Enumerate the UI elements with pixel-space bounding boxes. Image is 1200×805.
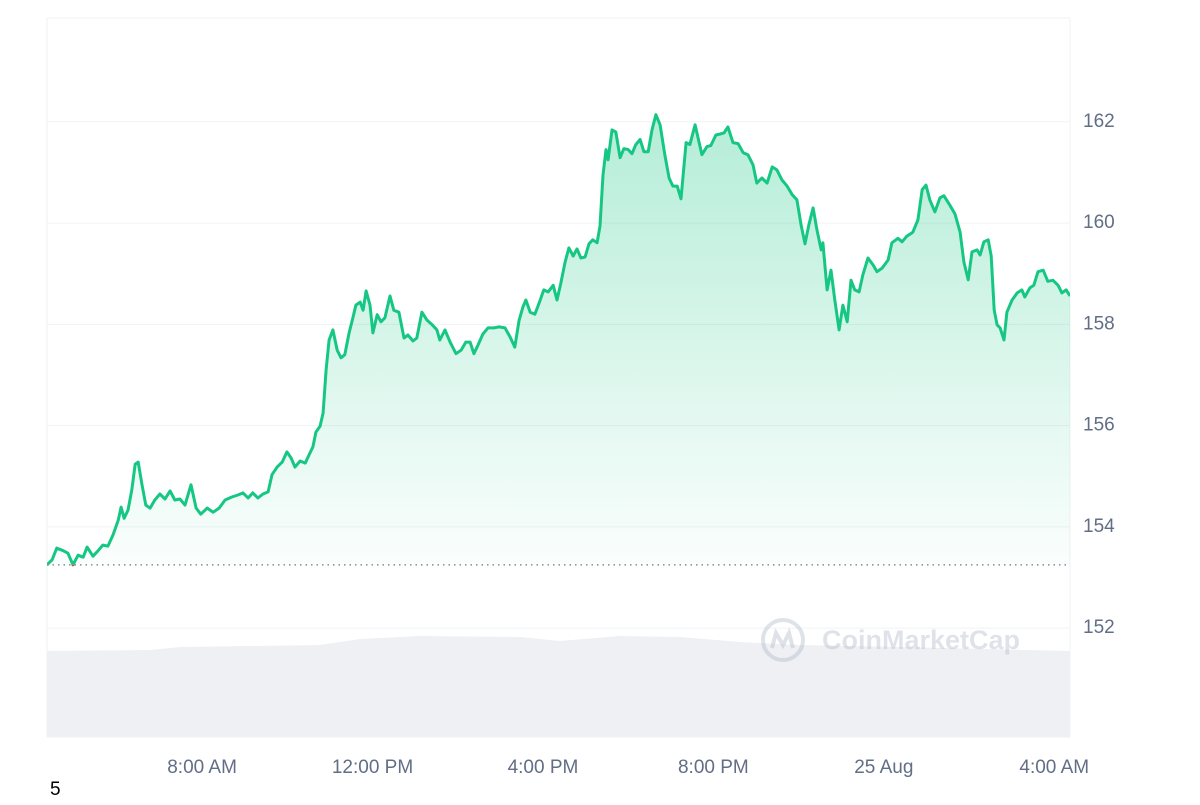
x-tick-label: 4:00 AM bbox=[1019, 757, 1089, 778]
x-tick-label: 8:00 PM bbox=[678, 757, 749, 778]
price-line bbox=[47, 113, 1070, 565]
y-tick-label: 156 bbox=[1083, 415, 1115, 436]
y-tick-label: 154 bbox=[1083, 516, 1115, 537]
watermark-text: CoinMarketCap bbox=[822, 625, 1020, 655]
footnote: 5 bbox=[50, 779, 61, 800]
y-tick-label: 162 bbox=[1083, 111, 1115, 132]
y-tick-label: 158 bbox=[1083, 313, 1115, 334]
x-tick-label: 25 Aug bbox=[854, 757, 913, 778]
y-tick-label: 152 bbox=[1083, 617, 1115, 638]
x-tick-label: 8:00 AM bbox=[167, 757, 237, 778]
watermark-logo bbox=[761, 618, 805, 662]
watermark: CoinMarketCap bbox=[761, 618, 1020, 662]
x-tick-label: 12:00 PM bbox=[332, 757, 413, 778]
y-tick-label: 160 bbox=[1083, 212, 1115, 233]
x-tick-label: 4:00 PM bbox=[508, 757, 579, 778]
plot bbox=[47, 113, 1070, 567]
volume-area bbox=[47, 636, 1070, 737]
price-area bbox=[47, 114, 1070, 565]
watermark-logo-mark bbox=[770, 627, 795, 650]
